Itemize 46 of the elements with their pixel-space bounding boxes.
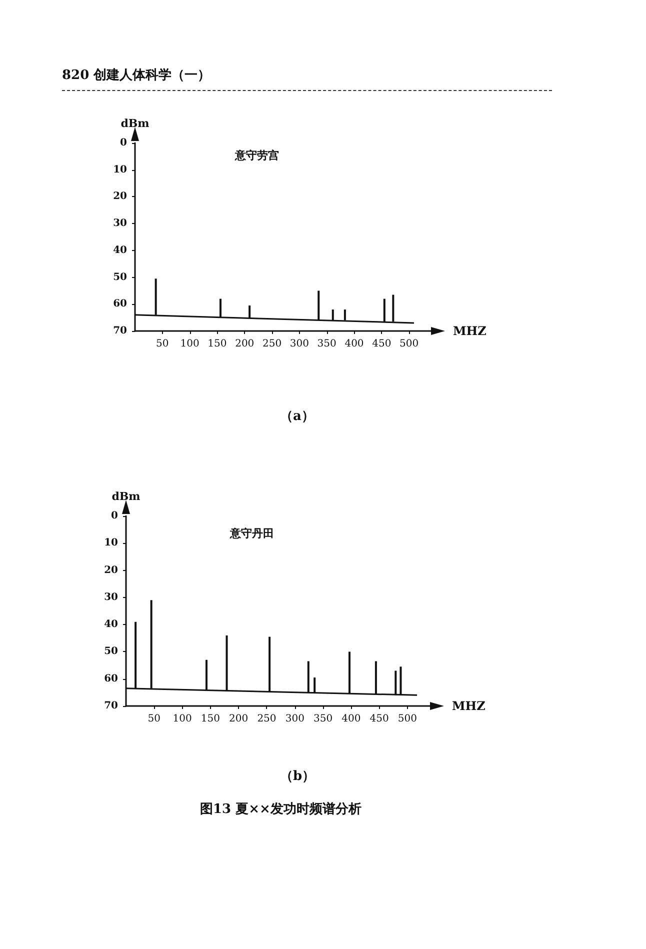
x-tick-label: 500	[398, 714, 418, 724]
x-tick-label: 250	[262, 338, 282, 350]
x-tick-label: 250	[257, 714, 276, 724]
x-tick-label: 500	[400, 338, 419, 350]
y-tick-label: 30	[113, 218, 128, 230]
y-axis-title: dBm	[112, 490, 141, 503]
y-tick-label: 0	[111, 510, 118, 522]
x-tick-label: 400	[342, 714, 361, 724]
y-axis-title: dBm	[120, 117, 150, 130]
text: 意守劳宫	[234, 149, 279, 162]
x-tick-label: 150	[200, 714, 220, 724]
x-tick-label: 50	[156, 338, 169, 350]
x-tick-label: 350	[317, 338, 336, 350]
y-tick-label: 40	[113, 244, 128, 256]
y-tick-label: 50	[104, 646, 118, 658]
y-tick-label: 20	[104, 564, 118, 576]
x-tick-label: 200	[235, 338, 254, 350]
y-tick-label: 30	[104, 592, 118, 603]
x-tick-label: 300	[285, 714, 304, 724]
x-tick-label: 100	[172, 714, 192, 724]
y-tick-label: 70	[104, 700, 118, 712]
x-tick-label: 50	[148, 714, 161, 724]
text: 意守丹田	[229, 527, 274, 540]
caption: 图13 夏××发功时频谱分析	[200, 800, 362, 818]
y-tick-label: 10	[113, 164, 128, 176]
y-tick-label: 0	[120, 138, 128, 148]
y-tick-label: 20	[113, 191, 128, 202]
y-tick-label: 60	[113, 298, 128, 310]
y-tick-label: 40	[104, 619, 118, 630]
x-tick-label: 100	[180, 338, 200, 350]
x-tick-label: 300	[290, 338, 309, 350]
y-tick-label: 70	[113, 326, 128, 336]
x-axis-title: MHZ	[452, 699, 486, 713]
text: （a）	[280, 409, 314, 424]
y-tick-label: 50	[113, 272, 128, 283]
y-tick-label: 10	[104, 538, 118, 549]
x-tick-label: 450	[372, 338, 392, 350]
x-tick-label: 150	[208, 338, 227, 350]
x-tick-label: 400	[344, 338, 364, 350]
text: 820 创建人体科学（一）	[62, 66, 552, 91]
x-tick-label: 350	[313, 714, 333, 724]
text: （b）	[280, 769, 316, 784]
x-tick-label: 450	[370, 714, 389, 724]
x-axis-title: MHZ	[453, 324, 487, 338]
x-tick-label: 200	[229, 714, 248, 724]
y-tick-label: 60	[104, 673, 118, 684]
